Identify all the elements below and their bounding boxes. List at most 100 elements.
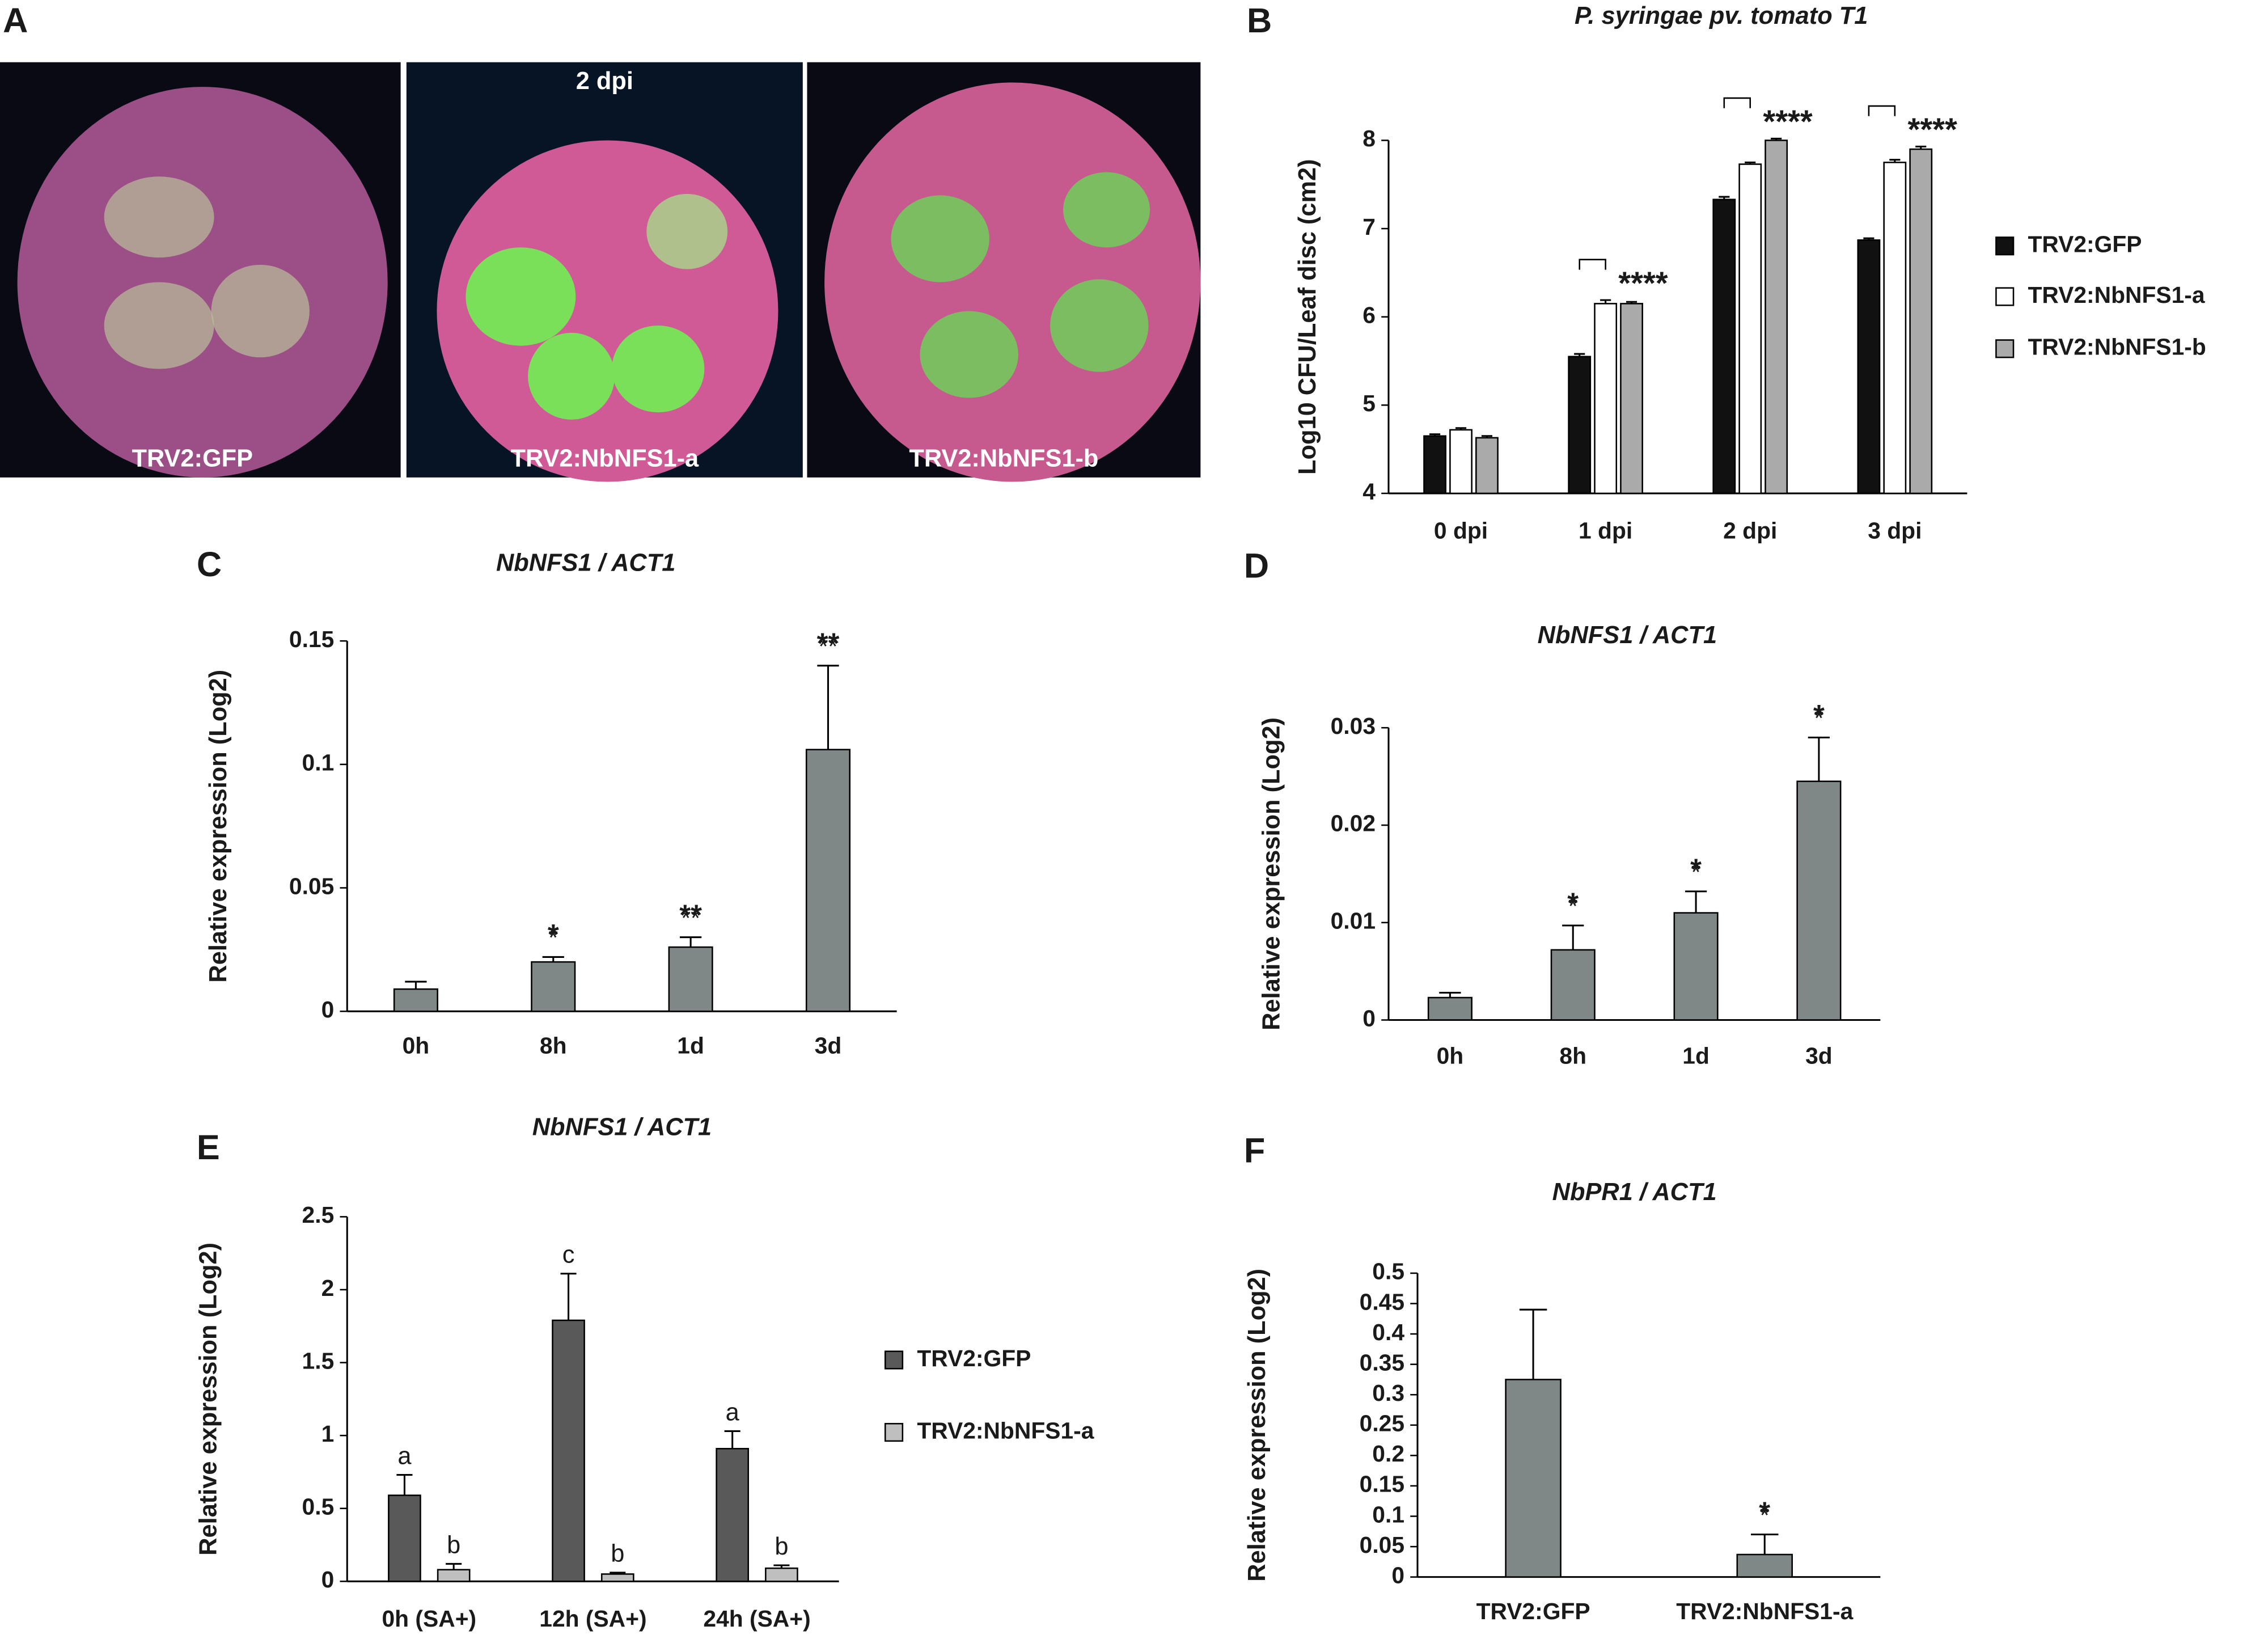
bar: [1449, 429, 1472, 495]
y-tick-label: 1.5: [302, 1348, 335, 1374]
chart: P. syringae pv. tomato T1 Log10 CFU/Leaf …: [1294, 2, 2206, 543]
y-tick-label: 0.1: [1372, 1501, 1404, 1527]
significance-label: a: [397, 1442, 412, 1469]
y-tick-label: 0.3: [1372, 1380, 1404, 1406]
error-bar: [1863, 237, 1875, 240]
significance-label: ****: [1907, 112, 1957, 147]
bar: [552, 1319, 585, 1582]
bar: [1620, 303, 1643, 495]
error-bar: [1519, 1308, 1547, 1380]
error-bar: [1626, 301, 1637, 304]
chart: NbNFS1 / ACT1 Relative expression (Log2) 0…: [194, 1113, 1094, 1632]
panel-label: F: [1244, 1131, 1265, 1169]
bar: [1673, 912, 1719, 1021]
error-bar: [1719, 196, 1730, 200]
y-axis-label: Relative expression (Log2): [194, 1243, 222, 1556]
panel-label: A: [3, 1, 28, 40]
bar: [388, 1494, 421, 1582]
significance-label: *: [1760, 1502, 1770, 1529]
legend-label: TRV2:GFP: [917, 1345, 1031, 1371]
error-bar: [405, 981, 427, 990]
chart-title: P. syringae pv. tomato T1: [1575, 2, 1868, 29]
significance-label: *: [1813, 699, 1825, 731]
bracket: [1723, 97, 1751, 108]
significance-label: ****: [1763, 104, 1813, 140]
legend-label: TRV2:GFP: [2028, 231, 2142, 257]
spot: [646, 193, 728, 269]
spot: [466, 247, 576, 346]
error-bar: [1751, 1534, 1779, 1555]
photo-label: TRV2:NbNFS1-b: [909, 445, 1098, 472]
legend-swatch: [884, 1350, 904, 1370]
y-tick-label: 0: [321, 996, 335, 1023]
bar: [1738, 163, 1762, 495]
chart-title: NbPR1 / ACT1: [1552, 1179, 1717, 1206]
error-bar: [724, 1430, 741, 1449]
error-bar: [1455, 427, 1467, 430]
error-bar: [1808, 736, 1830, 782]
spot: [528, 332, 615, 420]
chart-title: NbNFS1 / ACT1: [496, 549, 675, 576]
error-bar: [610, 1572, 626, 1574]
y-tick-label: 0.1: [302, 750, 335, 776]
chart: NbNFS1 / ACT1 Relative expression (Log2) 0…: [205, 549, 897, 1059]
significance-label: *: [548, 924, 558, 952]
x-tick-label: 2 dpi: [1723, 518, 1777, 544]
error-bar: [1600, 299, 1611, 304]
bar: [600, 1573, 634, 1582]
bar: [1909, 148, 1933, 495]
legend-label: TRV2:NbNFS1-a: [917, 1417, 1094, 1443]
spot: [920, 311, 1018, 398]
y-tick-label: 0.5: [1372, 1258, 1404, 1285]
bar: [805, 749, 850, 1012]
spot: [891, 195, 989, 282]
y-tick-label: 0.4: [1372, 1319, 1404, 1345]
significance-label: *: [1814, 705, 1823, 732]
y-tick-label: 5: [1363, 390, 1376, 416]
y-tick-label: 6: [1363, 302, 1376, 328]
error-bar: [679, 936, 702, 947]
x-tick-label: 1d: [1682, 1043, 1710, 1069]
significance-label: *: [1567, 887, 1579, 919]
panel-label: D: [1244, 547, 1269, 585]
y-axis-label: Log10 CFU/Leaf disc (cm2): [1294, 159, 1321, 475]
significance-label: b: [611, 1540, 624, 1568]
x-tick-label: 24h (SA+): [703, 1606, 810, 1632]
y-tick-label: 0: [1391, 1562, 1404, 1588]
y-tick-label: 0.25: [1360, 1410, 1404, 1437]
x-tick-label: TRV2:NbNFS1-a: [1676, 1598, 1853, 1624]
legend-swatch: [1995, 236, 2015, 256]
significance-label: *: [1759, 1496, 1770, 1528]
bar: [1594, 303, 1618, 495]
y-tick-label: 0.15: [1360, 1471, 1404, 1497]
significance-label: a: [726, 1399, 740, 1426]
photo-label: TRV2:GFP: [132, 445, 253, 472]
bar: [1568, 356, 1592, 495]
x-tick-label: 1 dpi: [1579, 518, 1632, 544]
x-tick-label: 8h: [540, 1033, 567, 1059]
legend-swatch: [1995, 287, 2015, 306]
chart-title: NbNFS1 / ACT1: [1538, 622, 1717, 649]
spot: [104, 282, 214, 369]
bracket: [1868, 105, 1896, 116]
error-bar: [1481, 435, 1493, 438]
bar: [1712, 198, 1736, 495]
x-tick-label: 12h (SA+): [539, 1606, 646, 1632]
x-tick-label: 3 dpi: [1868, 518, 1922, 544]
y-tick-label: 0.02: [1331, 810, 1376, 837]
leaf: [17, 87, 388, 478]
bar: [1423, 435, 1447, 495]
y-tick-label: 0: [1363, 1005, 1376, 1031]
legend-label: TRV2:NbNFS1-a: [2028, 282, 2205, 308]
significance-label: c: [562, 1241, 575, 1269]
panel-label: B: [1247, 1, 1272, 40]
y-tick-label: 0.05: [1360, 1532, 1404, 1558]
spot: [1050, 279, 1149, 372]
significance-label: b: [447, 1531, 460, 1558]
y-tick-label: 0.35: [1360, 1349, 1404, 1375]
leaf: [824, 82, 1201, 482]
y-tick-label: 0.15: [289, 626, 334, 652]
significance-label: b: [775, 1533, 788, 1560]
bar: [1765, 140, 1788, 495]
bar: [531, 961, 576, 1012]
